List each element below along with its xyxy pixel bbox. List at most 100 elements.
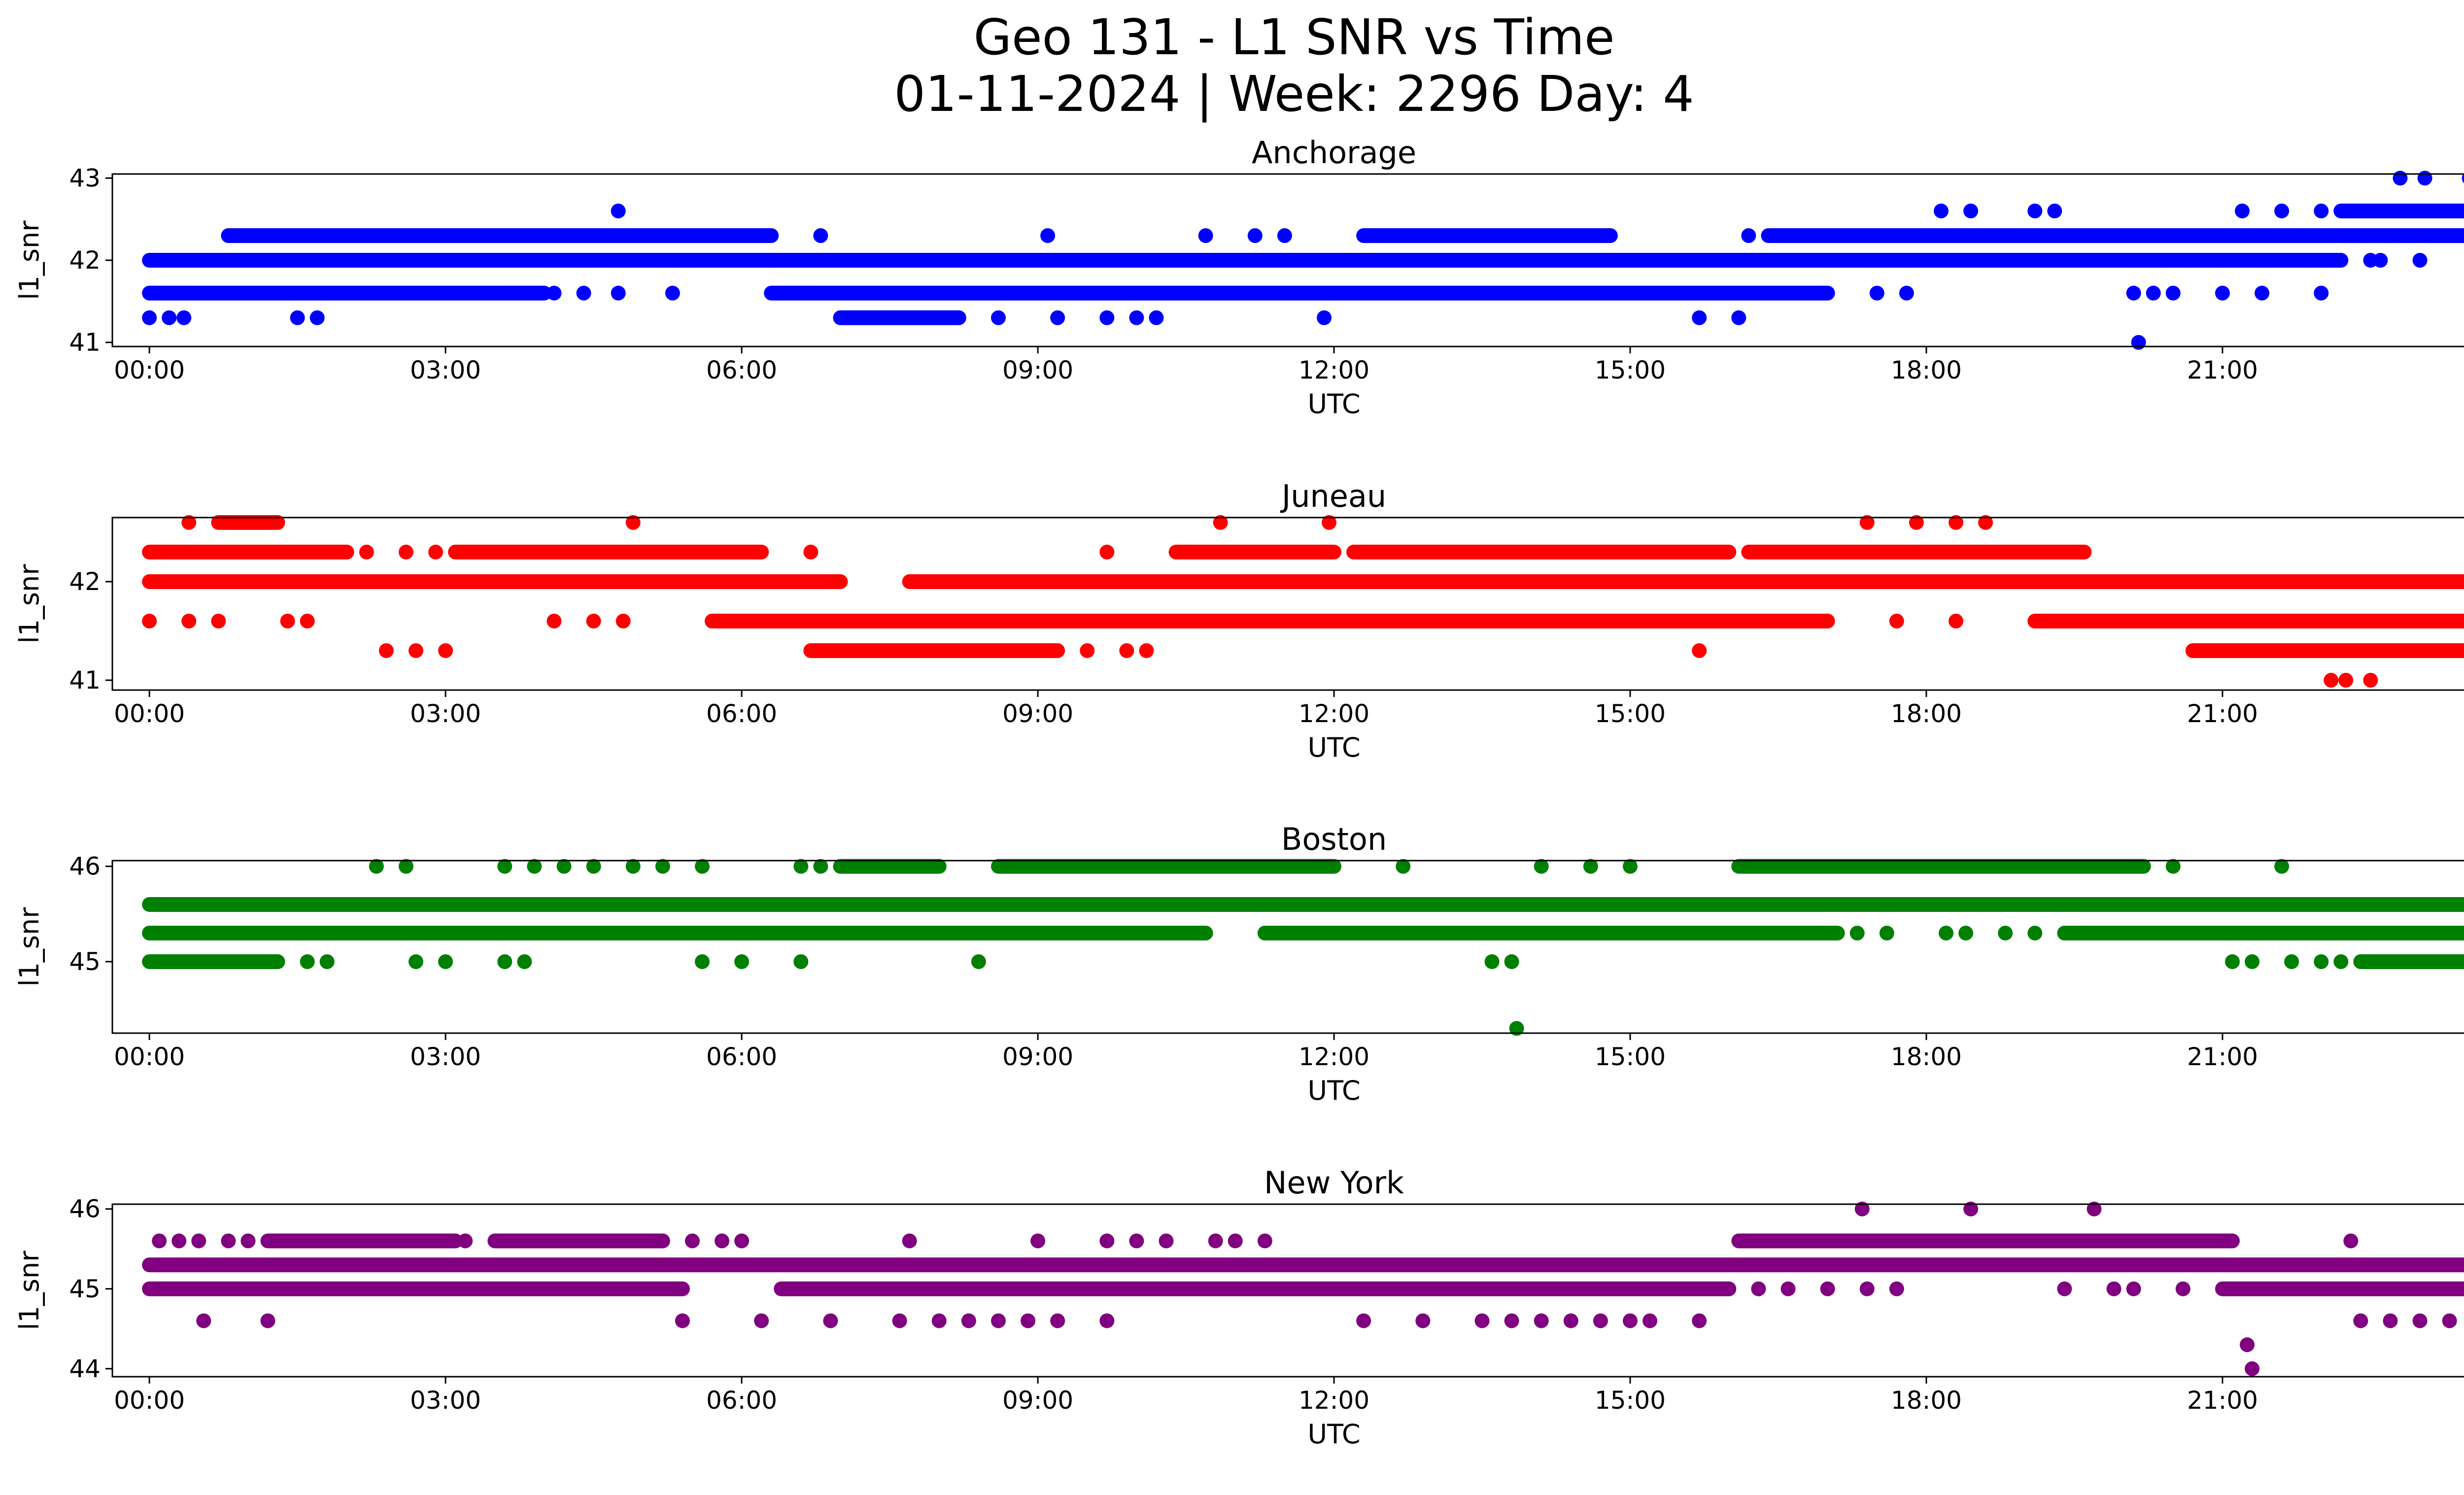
data-point — [142, 614, 157, 628]
data-point — [1129, 1234, 1144, 1249]
data-point — [1228, 1234, 1243, 1249]
data-point — [1643, 1314, 1657, 1328]
data-point — [961, 1314, 976, 1328]
x-tick-label: 15:00 — [1595, 1386, 1666, 1415]
y-tick-label: 41 — [69, 328, 101, 357]
data-point — [2284, 954, 2299, 969]
data-point — [2324, 673, 2338, 688]
data-point — [2240, 1337, 2255, 1352]
data-point — [547, 614, 561, 628]
data-point — [1860, 1282, 1875, 1296]
x-tick-label: 00:00 — [114, 356, 185, 384]
data-point — [611, 286, 626, 301]
data-point — [1534, 1314, 1549, 1328]
data-point — [1505, 954, 1519, 969]
data-point — [2126, 286, 2141, 301]
data-point — [2393, 171, 2407, 185]
data-point — [2353, 204, 2368, 218]
data-point — [409, 643, 423, 658]
data-point — [2225, 954, 2240, 969]
x-tick-label: 21:00 — [2187, 1386, 2258, 1415]
x-axis-label: UTC — [1307, 1075, 1360, 1106]
data-point — [2215, 286, 2230, 301]
x-tick-label: 12:00 — [1299, 1043, 1369, 1071]
data-point — [1889, 1282, 1904, 1296]
data-point — [991, 1314, 1006, 1328]
data-point — [2353, 1314, 2368, 1328]
data-point — [675, 1314, 690, 1328]
data-point — [2255, 286, 2269, 301]
x-tick-label: 03:00 — [410, 1043, 481, 1071]
x-tick-label: 09:00 — [1002, 356, 1073, 384]
data-point — [577, 286, 591, 301]
x-tick-label: 00:00 — [114, 1043, 185, 1071]
x-tick-label: 03:00 — [410, 699, 481, 728]
y-tick-label: 46 — [69, 852, 101, 881]
x-tick-label: 18:00 — [1891, 1043, 1962, 1071]
data-point — [1889, 614, 1904, 628]
data-point — [191, 1234, 206, 1249]
x-tick-label: 18:00 — [1891, 1386, 1962, 1415]
x-axis-label: UTC — [1307, 732, 1360, 763]
data-point — [261, 1314, 275, 1328]
data-point — [902, 1234, 917, 1249]
data-point — [2383, 1314, 2397, 1328]
x-tick-label: 06:00 — [706, 356, 777, 384]
data-point — [1248, 228, 1263, 243]
data-point — [1958, 926, 1973, 940]
data-point — [1963, 204, 1978, 218]
data-point — [1139, 643, 1154, 658]
data-point — [685, 1234, 700, 1249]
data-point — [162, 311, 176, 325]
data-point — [695, 954, 710, 969]
data-point — [428, 545, 443, 559]
data-point — [586, 614, 601, 628]
data-point — [320, 954, 335, 969]
data-point — [409, 954, 423, 969]
data-point — [2027, 926, 2042, 940]
x-tick-label: 21:00 — [2187, 699, 2258, 728]
data-point — [813, 228, 828, 243]
data-point — [2166, 286, 2181, 301]
x-tick-label: 15:00 — [1595, 356, 1666, 384]
data-point — [892, 1314, 907, 1328]
y-axis-label: l1_snr — [14, 1251, 45, 1330]
x-tick-label: 15:00 — [1595, 699, 1666, 728]
data-point — [1899, 286, 1914, 301]
data-point — [803, 545, 818, 559]
data-point — [211, 614, 226, 628]
y-tick-label: 41 — [69, 666, 101, 695]
data-point — [196, 1314, 211, 1328]
data-point — [611, 204, 626, 218]
x-tick-label: 18:00 — [1891, 356, 1962, 384]
x-tick-label: 12:00 — [1299, 1386, 1369, 1415]
x-axis-label: UTC — [1307, 1419, 1360, 1450]
data-point — [458, 1234, 473, 1249]
data-point — [2413, 1314, 2428, 1328]
data-point — [290, 311, 305, 325]
data-point — [1692, 1314, 1707, 1328]
data-point — [2373, 253, 2388, 268]
panel-title: Boston — [1281, 821, 1387, 857]
x-tick-label: 12:00 — [1299, 699, 1369, 728]
y-axis-label: l1_snr — [14, 220, 45, 300]
data-point — [715, 1234, 729, 1249]
data-point — [359, 545, 374, 559]
data-point — [1939, 926, 1953, 940]
data-point — [1129, 311, 1144, 325]
data-point — [2333, 954, 2348, 969]
data-point — [497, 954, 512, 969]
data-point — [1317, 311, 1332, 325]
data-point — [1021, 1314, 1035, 1328]
data-point — [2363, 673, 2378, 688]
y-tick-label: 43 — [69, 164, 101, 192]
data-point — [1780, 1282, 1795, 1296]
data-point — [616, 614, 631, 628]
data-point — [793, 954, 808, 969]
data-point — [2274, 204, 2289, 218]
x-tick-label: 09:00 — [1002, 1386, 1073, 1415]
data-point — [2413, 253, 2428, 268]
data-point — [971, 954, 986, 969]
data-point — [2418, 171, 2432, 185]
data-point — [1099, 1234, 1114, 1249]
